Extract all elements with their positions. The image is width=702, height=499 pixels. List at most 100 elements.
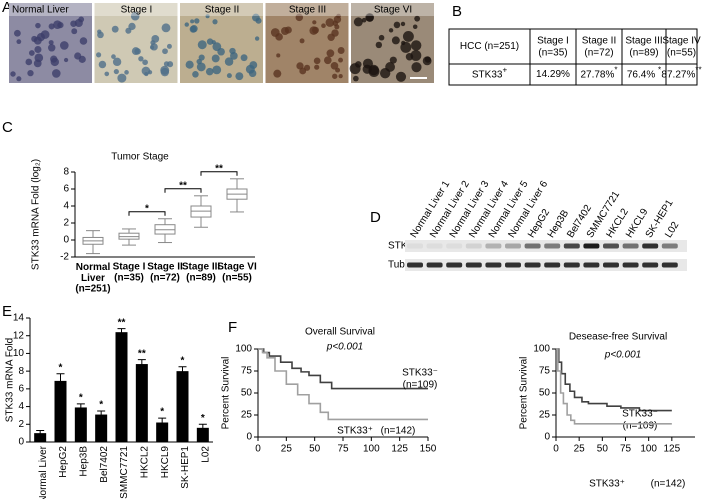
table: HCC (n=251)Stage I (n=35)Stage II (n=72)St… (448, 28, 702, 86)
blot-band (505, 243, 521, 249)
legend-count: (n=109) (403, 380, 438, 391)
nucleus (151, 34, 160, 43)
x-tick-label: 75 (337, 444, 349, 455)
x-tick-label: 0 (553, 444, 559, 455)
legend-label: STK33⁺ (589, 479, 625, 490)
nucleus (79, 37, 88, 45)
nucleus (98, 60, 107, 69)
x-tick-label: 25 (574, 444, 586, 455)
table-cell: Stage IV (n=55) (662, 35, 701, 58)
y-axis-label: Percent Survival (519, 357, 530, 430)
x-tick-label: 25 (281, 444, 293, 455)
nucleus (97, 31, 104, 39)
nucleus (112, 57, 122, 67)
nucleus (212, 65, 222, 75)
table-cell-line: (n=72) (584, 47, 613, 58)
nucleus (138, 56, 144, 62)
table-cell: 76.4% * (627, 66, 661, 81)
x-tick-label: HKCL2 (139, 446, 150, 479)
blot-band (524, 243, 541, 249)
nucleus (365, 13, 374, 22)
bar (135, 364, 148, 442)
blot-band (485, 262, 502, 268)
table-cell-line: (n=55) (667, 47, 696, 58)
x-tick-label: 50 (597, 444, 609, 455)
table-cell: Stage III (n=89) (625, 35, 662, 58)
nucleus (361, 17, 367, 23)
x-tick-label: 100 (363, 444, 380, 455)
bar (115, 332, 128, 442)
error-bar (36, 429, 45, 436)
x-tick-label: Stage I (113, 262, 146, 273)
y-tick-label: 75 (241, 366, 253, 377)
cell-sup: * (658, 66, 661, 75)
bar (54, 380, 67, 442)
x-tick-count: (n=251) (75, 284, 110, 295)
nucleus (149, 45, 155, 50)
x-tick-label: 125 (391, 444, 408, 455)
table-cell: HCC (n=251) (460, 41, 519, 52)
nucleus (335, 67, 341, 73)
y-tick-label: 25 (241, 410, 253, 421)
nucleus (332, 73, 338, 79)
nucleus (235, 72, 244, 81)
nucleus (276, 53, 281, 58)
y-tick-label: 0 (246, 432, 252, 443)
label-bg (351, 3, 434, 16)
y-tick-label: 6 (18, 383, 24, 394)
nucleus (270, 28, 280, 37)
y-tick-label: 4 (63, 201, 69, 212)
nucleus (414, 15, 421, 22)
nucleus (130, 11, 140, 21)
blot-band (446, 243, 463, 249)
y-tick-label: 14 (13, 313, 25, 324)
y-tick-label: 12 (13, 330, 25, 341)
nucleus (353, 75, 359, 82)
nucleus (284, 26, 292, 34)
nucleus (240, 54, 248, 62)
nucleus (104, 71, 110, 77)
nucleus (212, 19, 218, 25)
p-value: p<0.001 (326, 342, 363, 353)
nucleus (395, 71, 407, 82)
nucleus (391, 36, 400, 45)
nucleus (28, 50, 35, 56)
y-tick-label: 75 (539, 366, 551, 377)
nucleus (27, 69, 34, 77)
panel-label: A (2, 0, 12, 16)
nucleus (379, 68, 391, 79)
nucleus (197, 40, 207, 50)
y-tick-label: -2 (60, 252, 69, 263)
nucleus (312, 26, 319, 34)
x-tick-count: (n=72) (150, 273, 180, 284)
survival-curve (556, 348, 672, 412)
nucleus (74, 18, 83, 28)
sig-bracket (128, 211, 166, 216)
nucleus (314, 64, 320, 70)
nucleus (34, 53, 44, 63)
x-tick-label: Stage II (147, 262, 183, 273)
nucleus (74, 52, 82, 60)
nucleus (254, 36, 260, 41)
x-tick-label: 125 (663, 444, 680, 455)
nucleus (63, 57, 69, 63)
table-cell-line: Stage III (625, 35, 662, 46)
nucleus (111, 25, 119, 33)
nucleus (192, 71, 199, 78)
x-tick-label: L02 (200, 446, 211, 463)
nucleus (50, 57, 59, 67)
x-tick-label: SK-HEP1 (180, 446, 191, 489)
nucleus (313, 57, 321, 65)
bar (156, 422, 169, 442)
table-cell: 27.78%* (580, 66, 617, 81)
x-tick-label: HepG2 (58, 446, 69, 478)
cell-sup: + (502, 66, 507, 75)
nucleus (355, 61, 362, 68)
table-cell-line: (n=89) (629, 47, 658, 58)
nucleus (362, 64, 372, 74)
table-cell-line: (n=35) (538, 47, 567, 58)
label-bg (180, 3, 263, 16)
nucleus (400, 21, 406, 27)
legend-label: STK33⁻ (402, 368, 438, 379)
panel-label: C (2, 119, 13, 136)
